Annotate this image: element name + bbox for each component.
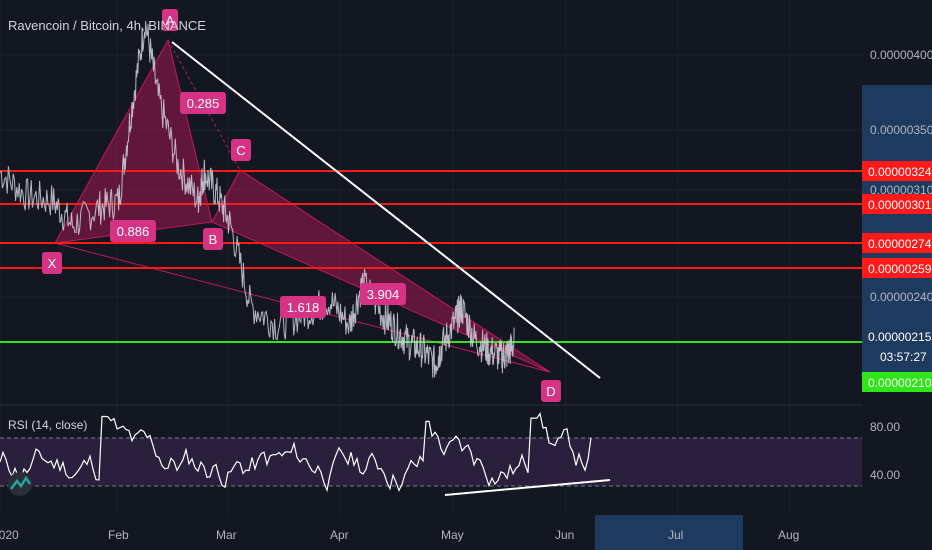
level-tag-box <box>862 233 932 253</box>
point-x-label: X <box>48 256 57 271</box>
ratio-1618-box <box>280 296 326 318</box>
point-c-label: C <box>236 143 245 158</box>
ratio-3904-label: 3.904 <box>367 287 400 302</box>
rsi-line <box>0 411 592 493</box>
level-tag-box <box>862 372 932 392</box>
current-price-box <box>862 326 932 346</box>
countdown-box <box>876 346 932 366</box>
level-tag-label: 0.00000259 <box>868 262 932 276</box>
point-a-box <box>162 9 178 31</box>
rsi-tick-label: 80.00 <box>870 420 900 434</box>
time-tick-label: Jul <box>668 528 683 542</box>
chart-title: Ravencoin / Bitcoin, 4h, BINANCE <box>8 18 206 33</box>
level-tag-box <box>862 258 932 278</box>
time-tick-label: Feb <box>108 528 129 542</box>
time-tick-label: Mar <box>216 528 237 542</box>
y-tick-label: 0.00000350 <box>870 123 932 137</box>
rsi-path <box>0 411 592 493</box>
time-tick-label: Aug <box>778 528 799 542</box>
price-tags: 0.00000324 0.00000301 0.00000274 0.00000259… <box>862 161 932 392</box>
rsi-pane: RSI (14, close) 80.00 40.00 <box>0 411 900 496</box>
point-b-box <box>203 228 223 250</box>
price-axis[interactable]: 0.00000400 0.00000350 0.00000310 0.00000… <box>870 48 932 304</box>
ratio-1618-label: 1.618 <box>287 300 320 315</box>
rsi-tick-label: 40.00 <box>870 468 900 482</box>
rsi-title: RSI (14, close) <box>8 418 87 432</box>
trendline[interactable] <box>171 41 601 379</box>
ratio-0886-label: 0.886 <box>117 224 150 239</box>
rsi-band <box>0 438 862 486</box>
current-price-tag: 0.00000215 03:57:27 <box>862 326 932 366</box>
level-tag-box <box>862 161 932 181</box>
y-tick-label: 0.00000310 <box>870 183 932 197</box>
ratio-3904-box <box>360 283 406 305</box>
harmonic-pattern <box>54 38 551 373</box>
point-c-box <box>231 139 251 161</box>
y-tick-label: 0.00000400 <box>870 48 932 62</box>
ratio-0285-box <box>180 92 226 114</box>
level-tag-label: 0.00000274 <box>868 237 932 251</box>
time-tick-label: Apr <box>330 528 349 542</box>
pattern-labels: A X B C D 0.285 0.886 1.618 3.904 <box>42 9 561 402</box>
level-tag-label: 0.00000301 <box>868 198 932 212</box>
level-tag-label: 0.00000210 <box>868 376 932 390</box>
level-tag-label: 0.00000324 <box>868 165 932 179</box>
point-b-label: B <box>209 232 218 247</box>
y-tick-label: 0.00000240 <box>870 290 932 304</box>
level-tag-box <box>862 194 932 214</box>
time-tick-label: May <box>441 528 464 542</box>
time-tick-label: Jun <box>555 528 574 542</box>
point-d-label: D <box>546 384 555 399</box>
countdown-label: 03:57:27 <box>880 350 927 364</box>
rsi-trendline[interactable] <box>444 479 611 496</box>
time-axis[interactable]: 2020 Feb Mar Apr May Jun Jul Aug <box>0 528 799 542</box>
time-tick-label: 2020 <box>0 528 19 542</box>
time-axis-highlight <box>595 515 743 550</box>
point-a-label: A <box>166 13 175 28</box>
point-d-box <box>541 380 561 402</box>
point-x-box <box>42 252 62 274</box>
ratio-0285-label: 0.285 <box>187 96 220 111</box>
current-price-label: 0.00000215 <box>868 330 932 344</box>
horizontal-levels <box>0 170 862 343</box>
ratio-0886-box <box>110 220 156 242</box>
tradingview-logo-icon <box>8 472 32 496</box>
